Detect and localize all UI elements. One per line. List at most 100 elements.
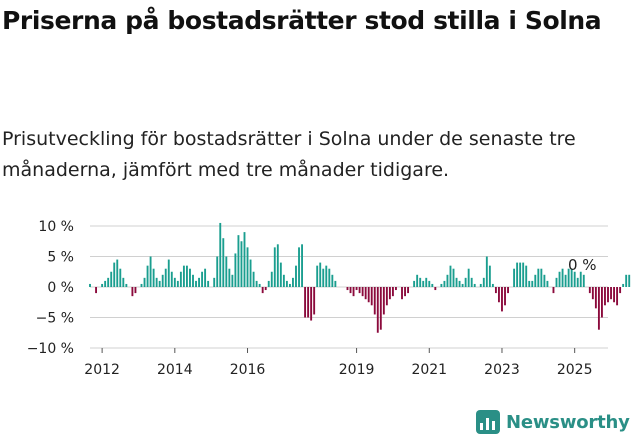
bar [316, 265, 319, 287]
bar [225, 256, 228, 287]
bar [164, 268, 167, 287]
bar [189, 268, 191, 287]
bar [561, 268, 564, 287]
bar [446, 274, 449, 287]
bar [464, 277, 467, 287]
bar [528, 280, 531, 287]
bar [579, 271, 582, 287]
latest-value-annotation: 0 % [568, 256, 597, 274]
bar [346, 287, 349, 291]
y-tick-label: −5 % [36, 311, 74, 327]
x-axis-tick-labels: 2012 2014 2016 2019 2021 2023 2025 [84, 348, 592, 378]
bar [170, 271, 173, 287]
bar [382, 287, 385, 315]
bar [243, 232, 246, 287]
x-tick-label: 2016 [230, 362, 266, 378]
bar [328, 268, 331, 287]
bar [622, 283, 625, 287]
bar [304, 287, 307, 318]
bar [573, 271, 576, 287]
bar [352, 287, 355, 297]
bar [116, 259, 119, 287]
bar [367, 287, 370, 303]
bar [313, 287, 316, 315]
bar [110, 271, 113, 287]
bar [379, 287, 382, 330]
bar [95, 287, 97, 294]
bar [370, 287, 373, 306]
bar [122, 277, 125, 287]
bar [261, 287, 264, 294]
bar [186, 265, 188, 287]
bar [146, 265, 149, 287]
bar [564, 274, 567, 287]
y-axis-tick-labels: 10 % 5 % 0 % −5 % −10 % [27, 219, 74, 357]
bar [282, 274, 285, 287]
bar [322, 268, 325, 287]
bar [501, 287, 503, 312]
bar [395, 287, 397, 291]
bar [597, 287, 600, 330]
bar [213, 277, 216, 287]
bar [388, 287, 391, 300]
bar [358, 287, 361, 294]
bar [428, 280, 431, 287]
bar [176, 280, 179, 287]
bar [522, 262, 525, 287]
bar [485, 256, 488, 287]
brand-logo[interactable]: Newsworthy [476, 408, 630, 436]
bar [537, 268, 540, 287]
bar [125, 283, 128, 287]
bar [552, 287, 555, 294]
chart-bars [89, 222, 631, 333]
bar [376, 287, 379, 333]
bar [246, 247, 249, 287]
bar [207, 280, 210, 287]
bar [222, 238, 225, 287]
bar [491, 283, 494, 287]
bar [361, 287, 364, 297]
bar [240, 241, 243, 287]
y-tick-label: 0 % [47, 280, 74, 296]
bar [525, 265, 528, 287]
bar [119, 268, 122, 287]
newsworthy-chart-logo-icon [476, 410, 500, 434]
bar [307, 287, 310, 318]
bar [543, 274, 546, 287]
bar [413, 280, 416, 287]
bar [613, 287, 615, 303]
bar [443, 280, 446, 287]
y-tick-label: −10 % [27, 341, 74, 357]
bar [540, 268, 543, 287]
bar [334, 280, 337, 287]
y-tick-label: 5 % [47, 250, 74, 266]
brand-name: Newsworthy [506, 411, 630, 433]
bar [107, 277, 110, 287]
bar [104, 280, 107, 287]
bar [264, 287, 267, 291]
chart-subtitle: Prisutveckling för bostadsrätter i Solna… [2, 128, 576, 181]
bar [155, 277, 158, 287]
bar [134, 287, 137, 294]
bar [570, 268, 573, 287]
chart-gridlines [90, 225, 608, 349]
bar [258, 283, 261, 287]
bar [619, 287, 622, 294]
bar [325, 265, 328, 287]
bar [349, 287, 352, 294]
bar [604, 287, 606, 306]
bar [467, 268, 470, 287]
bar [228, 268, 231, 287]
bar [576, 277, 579, 287]
bar [513, 268, 516, 287]
bar [555, 277, 558, 287]
bar [458, 280, 461, 287]
bar [231, 274, 234, 287]
bar [216, 256, 219, 287]
bar [198, 277, 200, 287]
bar [391, 287, 394, 297]
bar [422, 280, 425, 287]
bar [158, 280, 161, 287]
bar [192, 274, 194, 287]
bar [373, 287, 376, 315]
